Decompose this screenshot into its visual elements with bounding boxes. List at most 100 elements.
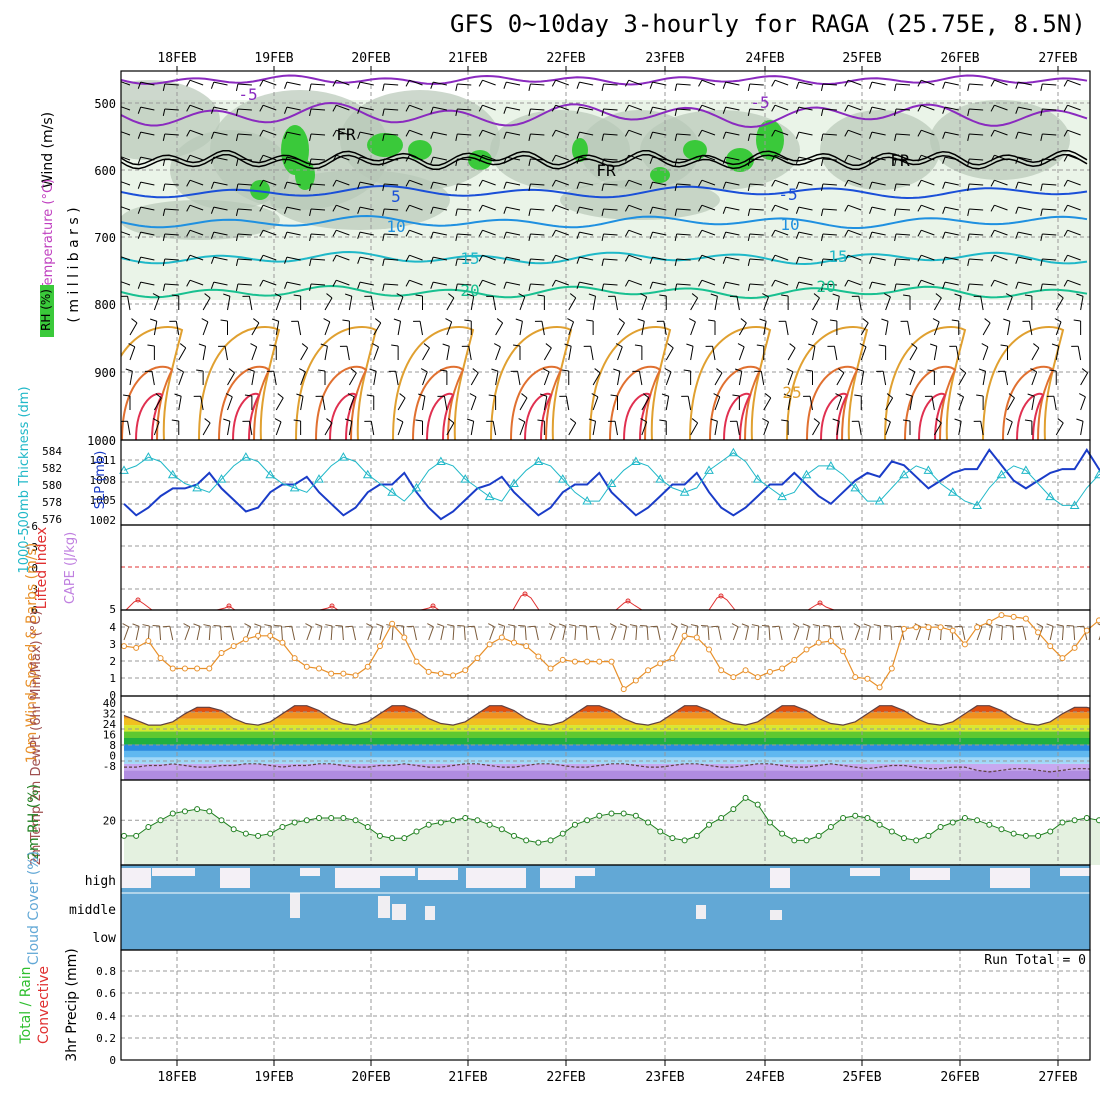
wind-barb [1055,422,1064,436]
thickness-point [509,478,519,487]
wind-barb [121,131,131,136]
wind-barb-flag [542,368,550,373]
thickness-point [704,465,714,474]
wind-speed-point [827,637,834,644]
wind-barb [262,279,277,286]
wind-barb-flag [942,131,946,139]
temp-line [123,705,1090,726]
wind-barb-flag [301,343,308,349]
wind-barb-flag [382,233,385,241]
wind-barb-flag [649,106,654,114]
wind-barb [652,256,667,261]
wind-barb [944,231,959,236]
wind-barb-flag [869,231,873,239]
wind-barb-flag [366,623,373,628]
wind-barb-flag [528,183,531,191]
wind-barb [409,104,423,111]
wind-barb [1067,79,1081,86]
contour-label: FR [336,125,356,144]
temp-tick: -8 [103,760,116,773]
wind-barb [530,108,545,111]
wind-barb-flag [128,343,136,348]
wind-barb [909,371,916,386]
wind-barb [140,106,155,111]
wind-barb [457,283,472,286]
wind-barb [1042,133,1057,136]
temp-band [124,750,1090,758]
wind-barb [714,396,721,411]
wind-speed-point [450,672,457,679]
wind-barb-flag [967,258,970,266]
wind-barb-flag [820,233,824,241]
wind-barb [352,626,357,641]
wind-barb-flag [561,369,569,372]
wind-barb-flag [903,419,911,422]
wind-barb-flag [1005,625,1013,627]
wind-barb [652,156,667,161]
wind-barb [395,371,399,386]
wind-barb [895,283,911,286]
wind-barb [433,181,447,186]
wind-barb-flag [591,393,599,398]
wind-barb-flag [990,179,995,187]
wind-barb [915,626,922,641]
wind-barb [798,106,813,111]
wind-barb [262,229,277,236]
wind-barb [506,231,521,236]
wind-barb [470,372,479,386]
contour-temp-35 [329,392,358,440]
wind-barb [701,154,716,161]
wind-barb-flag [762,293,769,298]
thickness-point [777,491,787,501]
wind-barb-flag [122,623,130,628]
wind-barb-flag [954,293,962,297]
temp-tick: 32 [103,708,116,721]
wind-barb-flag [990,129,995,137]
wind-barb [189,229,204,236]
contour-temp-5 [121,184,1088,200]
wind-barb-flag [886,393,893,399]
wind-barb [1007,321,1011,336]
wind-barb [1080,421,1084,436]
wind-barb [446,346,450,361]
wind-barb-flag [405,229,410,237]
wind-barb-flag [545,343,552,349]
thickness-tick: 580 [42,479,62,492]
rh-point [389,835,396,842]
rh-green-area [726,148,754,172]
wind-barb [555,129,569,136]
y-axis-label: 3hr Precip (mm) [64,948,80,1061]
wind-barb [286,206,301,211]
wind-barb [153,421,160,436]
rh-green-area [650,167,670,183]
wind-barb-flag [1063,154,1068,162]
wind-barb [140,231,155,236]
contour-temp-25 [490,326,573,440]
wind-barb [164,258,179,261]
wind-barb [579,256,594,261]
cloud-gap [910,868,950,880]
wind-barb-flag [137,106,142,114]
wind-barb [359,131,374,136]
wind-barb [230,626,235,641]
li-point [817,600,823,606]
wind-speed-point [754,674,761,681]
wind-barb-flag [942,256,946,264]
wind-barb-flag [698,204,703,212]
wind-barb-flag [917,254,922,262]
wind-barb-flag [967,133,970,141]
temp-band [124,763,1090,771]
wind-barb [798,231,813,236]
wind-barb [457,258,472,261]
wind-barb [641,397,650,411]
wind-barb-flag [326,293,333,299]
wind-barb [310,133,326,136]
wind-barb [717,626,722,641]
wind-barb-flag [551,79,557,87]
thickness-point [338,452,349,461]
rh-point [620,810,627,817]
wind-barb-flag [235,233,239,241]
wind-barb-flag [698,104,703,112]
wind-barb [603,83,618,86]
wind-barb-flag [418,393,426,397]
